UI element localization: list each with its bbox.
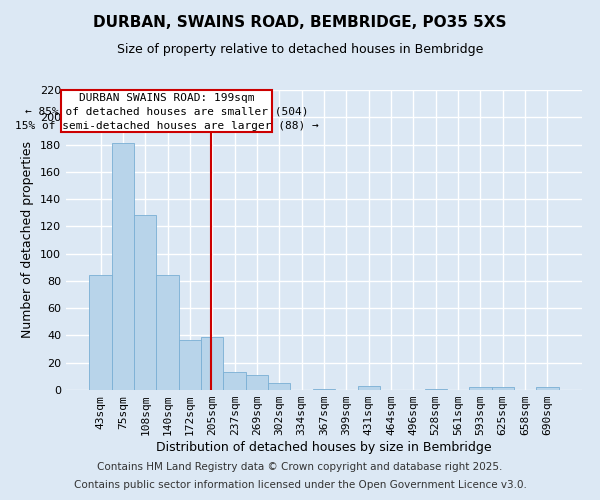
Text: 15% of semi-detached houses are larger (88) →: 15% of semi-detached houses are larger (… bbox=[15, 121, 319, 131]
Text: Contains public sector information licensed under the Open Government Licence v3: Contains public sector information licen… bbox=[74, 480, 526, 490]
X-axis label: Distribution of detached houses by size in Bembridge: Distribution of detached houses by size … bbox=[156, 441, 492, 454]
Bar bbox=[491, 388, 514, 390]
Y-axis label: Number of detached properties: Number of detached properties bbox=[22, 142, 34, 338]
Bar bbox=[157, 276, 179, 390]
Bar bbox=[179, 340, 201, 390]
Bar bbox=[358, 386, 380, 390]
Text: ← 85% of detached houses are smaller (504): ← 85% of detached houses are smaller (50… bbox=[25, 107, 308, 117]
Bar bbox=[246, 375, 268, 390]
FancyBboxPatch shape bbox=[61, 90, 272, 132]
Bar bbox=[268, 383, 290, 390]
Text: DURBAN, SWAINS ROAD, BEMBRIDGE, PO35 5XS: DURBAN, SWAINS ROAD, BEMBRIDGE, PO35 5XS bbox=[93, 15, 507, 30]
Bar bbox=[89, 276, 112, 390]
Bar bbox=[223, 372, 246, 390]
Bar bbox=[536, 388, 559, 390]
Bar bbox=[201, 337, 223, 390]
Text: DURBAN SWAINS ROAD: 199sqm: DURBAN SWAINS ROAD: 199sqm bbox=[79, 93, 254, 103]
Bar bbox=[112, 143, 134, 390]
Text: Contains HM Land Registry data © Crown copyright and database right 2025.: Contains HM Land Registry data © Crown c… bbox=[97, 462, 503, 472]
Bar bbox=[313, 388, 335, 390]
Bar bbox=[469, 388, 491, 390]
Bar bbox=[134, 216, 157, 390]
Bar bbox=[425, 388, 447, 390]
Text: Size of property relative to detached houses in Bembridge: Size of property relative to detached ho… bbox=[117, 42, 483, 56]
